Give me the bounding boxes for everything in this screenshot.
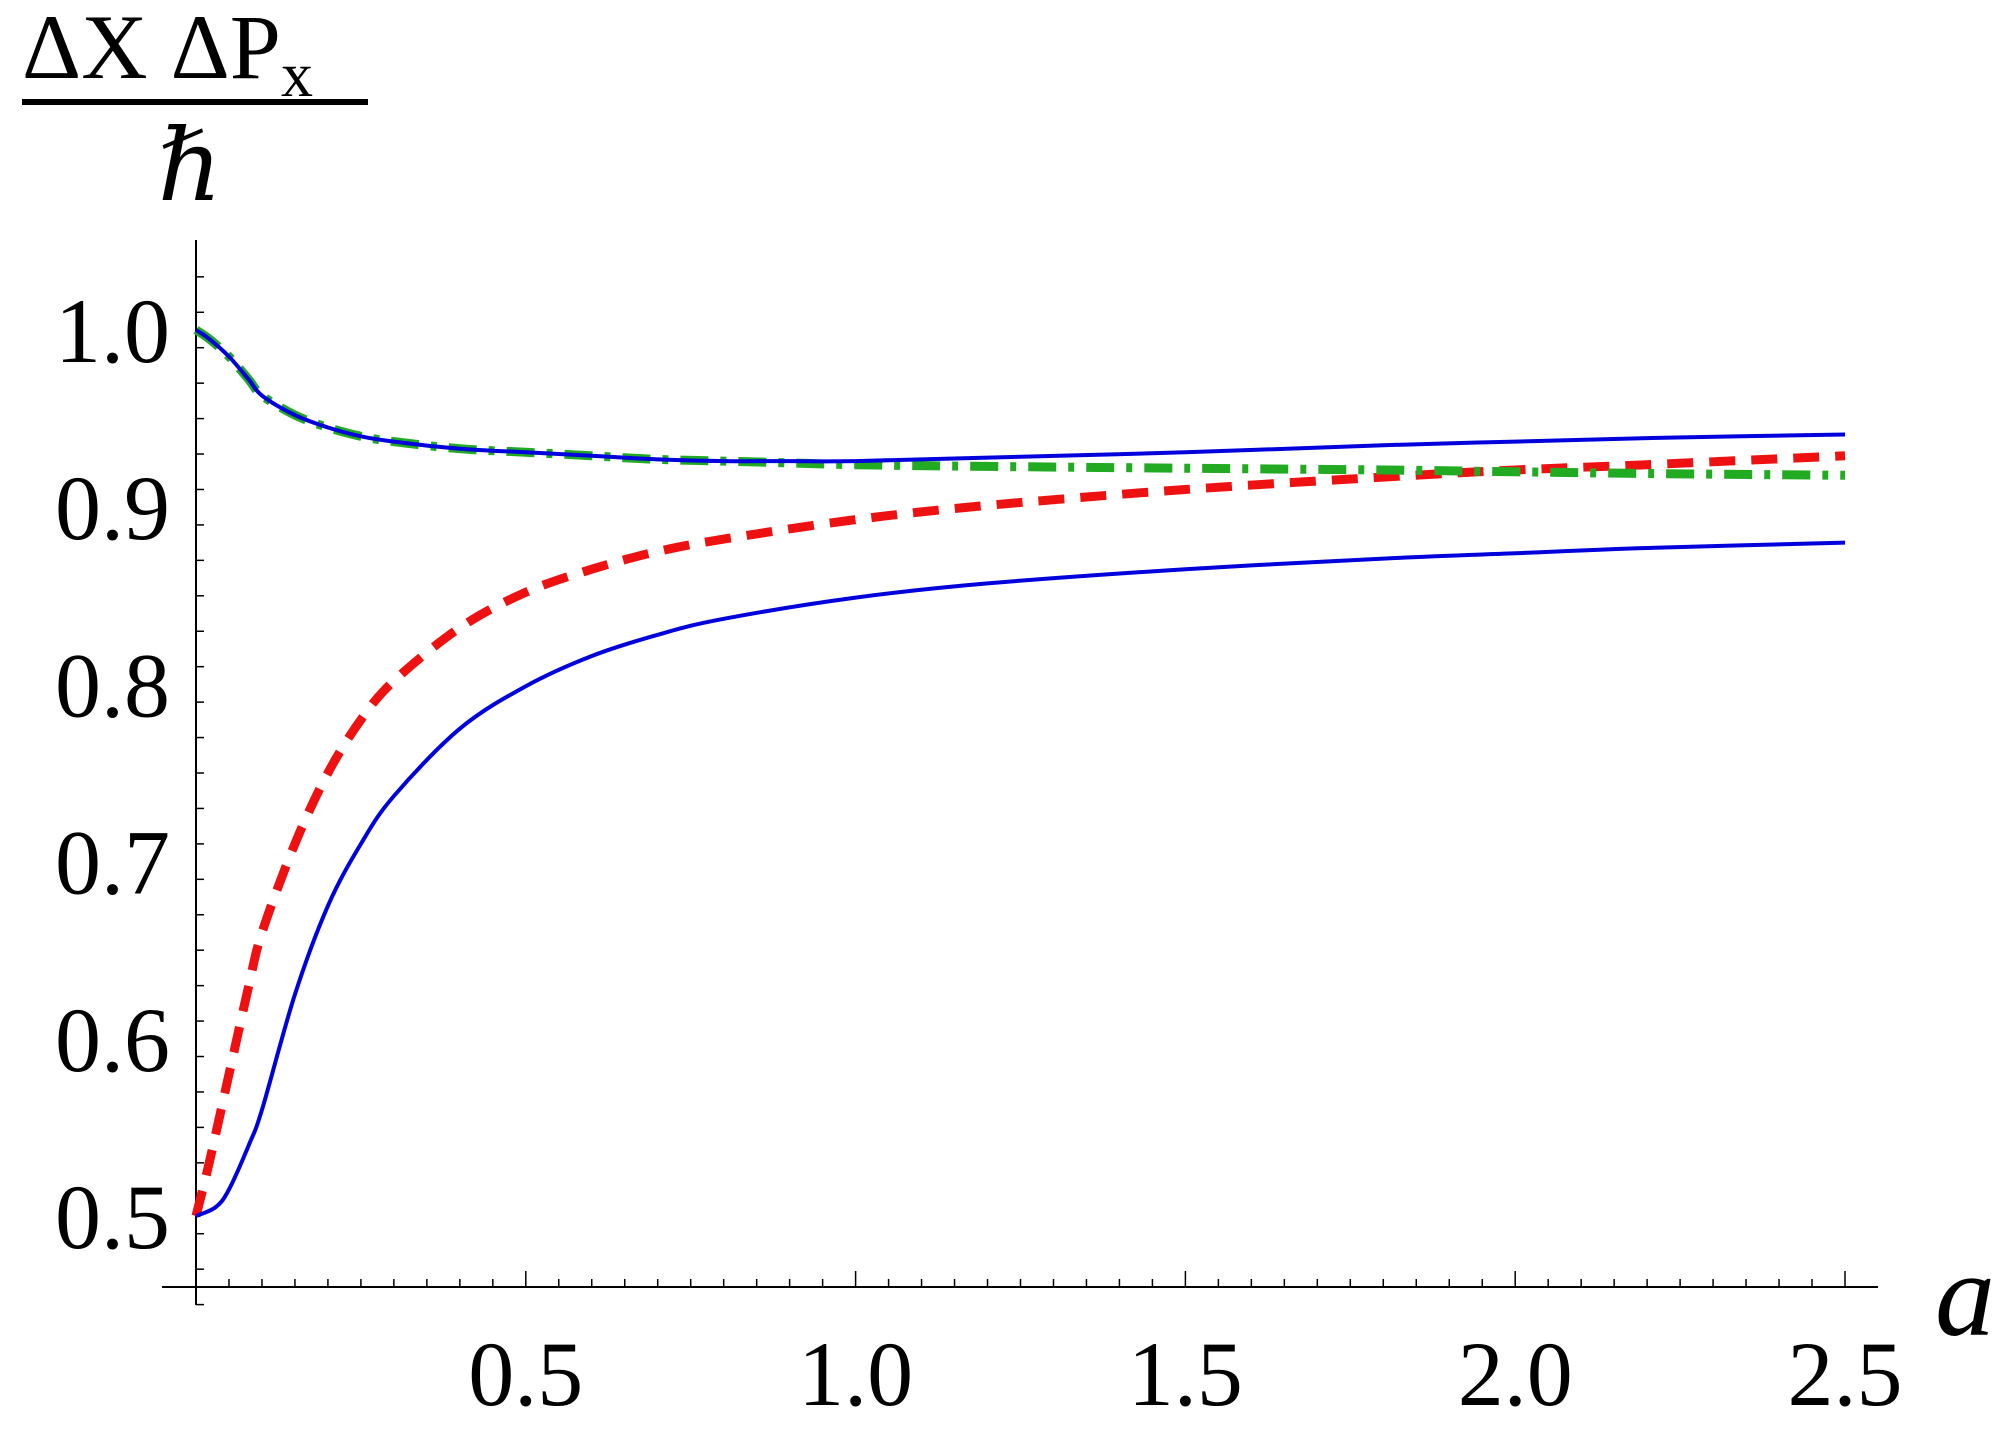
series-line-3	[193, 326, 1846, 480]
y-label-denominator: ℏ	[158, 111, 222, 222]
y-tick-label: 0.8	[55, 634, 170, 736]
y-tick-label: 0.7	[55, 812, 170, 914]
y-axis-label: ΔX ΔPx ℏ	[22, 0, 368, 222]
axes: 0.5 1.0 1.5 2.0 2.5 0.5 0.6 0.7 0.8 0.9 1.0	[55, 240, 1903, 1425]
series-layer	[191, 326, 1846, 1218]
y-label-numerator-main: ΔX ΔP	[22, 0, 281, 98]
x-tick-label: 2.0	[1458, 1323, 1573, 1425]
y-ticks	[196, 276, 204, 1306]
series-line-2	[191, 451, 1846, 1218]
series-line-0	[194, 328, 1846, 464]
x-ticks	[228, 1271, 1846, 1287]
x-tick-label: 0.5	[468, 1323, 583, 1425]
x-tick-label: 1.0	[798, 1323, 913, 1425]
y-tick-label: 1.0	[55, 280, 170, 382]
y-label-numerator-subscript: x	[281, 39, 313, 110]
y-tick-label: 0.9	[55, 457, 170, 559]
x-tick-labels: 0.5 1.0 1.5 2.0 2.5	[468, 1323, 1902, 1425]
x-tick-label: 2.5	[1788, 1323, 1903, 1425]
y-label-numerator: ΔX ΔPx	[22, 0, 313, 110]
y-tick-label: 0.6	[55, 989, 170, 1091]
y-tick-labels: 0.5 0.6 0.7 0.8 0.9 1.0	[55, 280, 170, 1268]
y-tick-label: 0.5	[55, 1166, 170, 1268]
x-tick-label: 1.5	[1128, 1323, 1243, 1425]
series-line-1	[195, 540, 1846, 1218]
x-axis-label: a	[1935, 1228, 1995, 1361]
